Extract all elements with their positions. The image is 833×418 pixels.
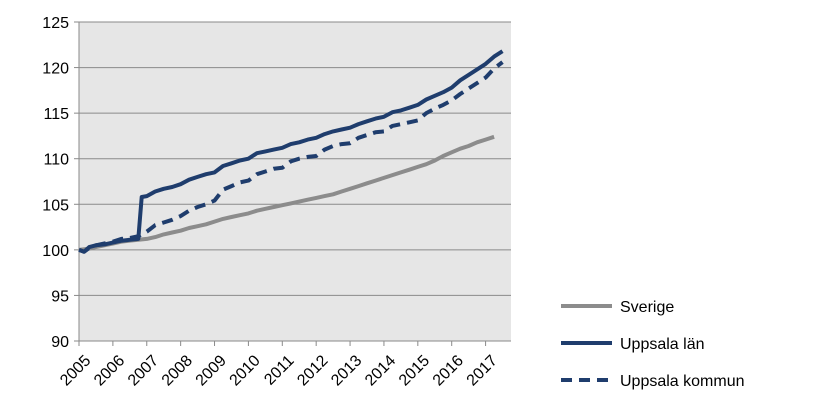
x-tick-label: 2017 bbox=[464, 352, 501, 389]
y-axis-tick-labels: 90 95 100 105 110 115 120 125 bbox=[42, 15, 69, 351]
x-tick-label: 2014 bbox=[362, 352, 399, 389]
series-line-uppsala-kommun bbox=[78, 60, 504, 254]
series-line-sverige bbox=[78, 134, 495, 252]
series-lines bbox=[78, 49, 504, 254]
x-tick-label: 2012 bbox=[294, 352, 331, 389]
x-tick-label: 2015 bbox=[396, 352, 433, 389]
x-axis-tick-labels: 2005200620072008200920102011201220132014… bbox=[57, 352, 501, 389]
x-tick-label: 2006 bbox=[91, 352, 128, 389]
y-tick-label: 120 bbox=[42, 61, 69, 78]
x-tick-label: 2009 bbox=[193, 352, 230, 389]
x-tick-label: 2011 bbox=[261, 352, 297, 388]
legend-label: Sverige bbox=[620, 299, 674, 316]
y-tick-label: 90 bbox=[51, 334, 69, 351]
y-tick-label: 105 bbox=[42, 197, 69, 214]
plot-area bbox=[79, 22, 511, 341]
y-tick-label: 125 bbox=[42, 15, 69, 32]
x-tick-label: 2007 bbox=[125, 352, 162, 389]
legend-label: Uppsala kommun bbox=[620, 373, 745, 390]
axes bbox=[78, 22, 511, 346]
y-tick-label: 95 bbox=[51, 288, 69, 305]
x-tick-label: 2008 bbox=[159, 352, 196, 389]
x-tick-label: 2013 bbox=[328, 352, 365, 389]
legend: Sverige Uppsala län Uppsala kommun bbox=[561, 299, 745, 390]
x-tick-label: 2005 bbox=[57, 352, 94, 389]
legend-label: Uppsala län bbox=[620, 336, 705, 353]
x-tick-label: 2016 bbox=[430, 352, 467, 389]
series-line-uppsala-län bbox=[78, 49, 504, 254]
x-tick-label: 2010 bbox=[227, 352, 264, 389]
y-tick-label: 110 bbox=[43, 152, 69, 169]
y-tick-label: 115 bbox=[43, 106, 69, 123]
y-tick-label: 100 bbox=[42, 243, 69, 260]
